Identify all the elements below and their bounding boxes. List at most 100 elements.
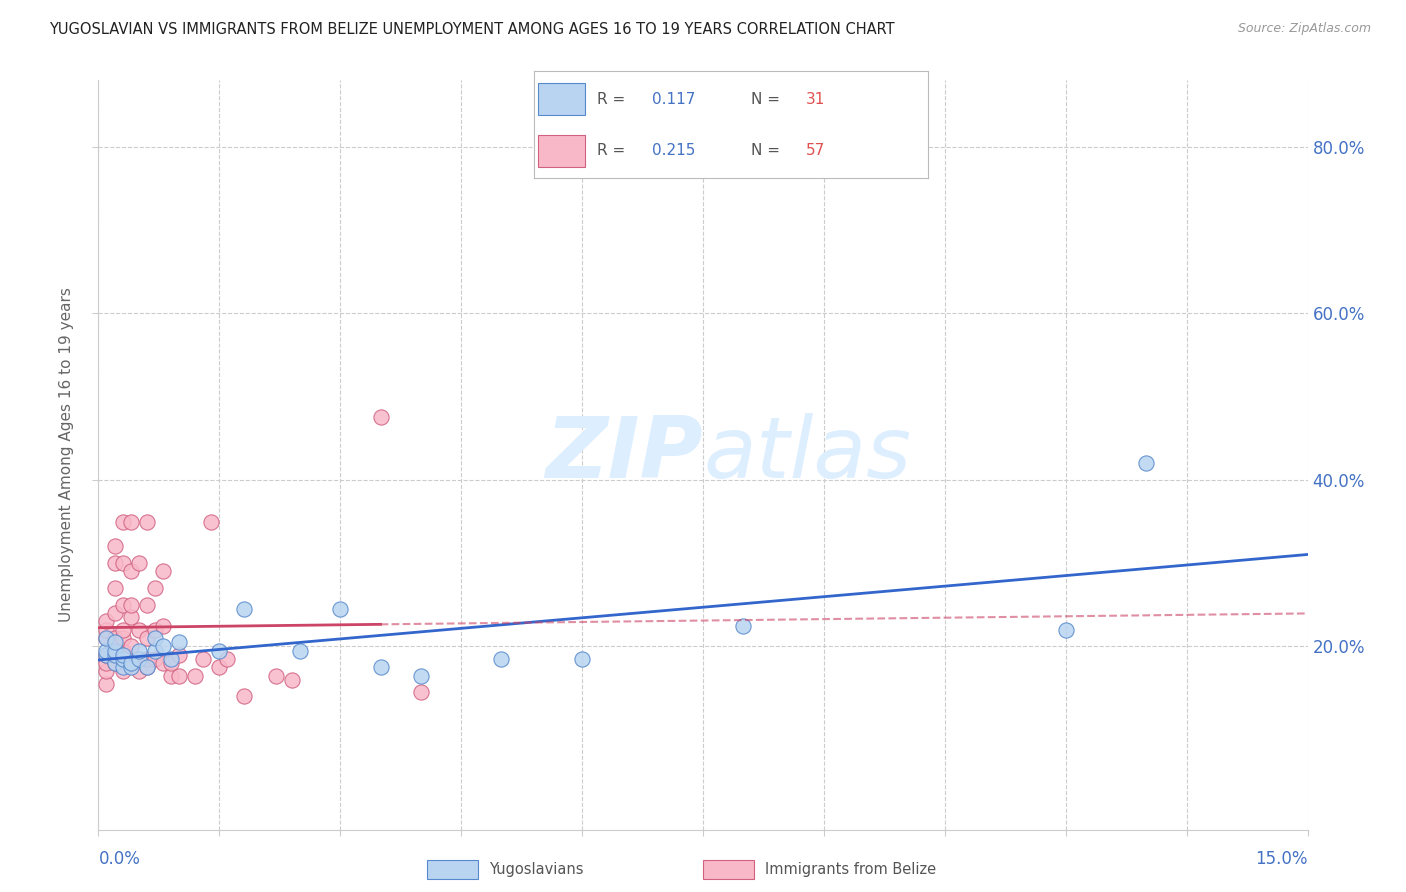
- Point: [128, 652, 150, 666]
- Point: [128, 643, 150, 657]
- Point: [160, 656, 183, 670]
- Point: [167, 668, 190, 682]
- Point: [135, 631, 157, 645]
- Text: 57: 57: [806, 143, 825, 158]
- Point: [167, 635, 190, 649]
- Point: [103, 540, 125, 554]
- Point: [103, 643, 125, 657]
- Text: 15.0%: 15.0%: [1256, 850, 1308, 869]
- Point: [111, 556, 134, 570]
- Point: [111, 652, 134, 666]
- FancyBboxPatch shape: [427, 861, 478, 879]
- Point: [96, 656, 118, 670]
- Text: R =: R =: [598, 143, 630, 158]
- Point: [152, 640, 174, 654]
- Point: [329, 602, 352, 616]
- Point: [111, 652, 134, 666]
- Point: [111, 631, 134, 645]
- Point: [96, 665, 118, 679]
- Point: [103, 640, 125, 654]
- Point: [193, 652, 215, 666]
- Point: [143, 652, 166, 666]
- Point: [128, 556, 150, 570]
- Point: [571, 652, 593, 666]
- Text: Immigrants from Belize: Immigrants from Belize: [765, 863, 936, 877]
- Point: [96, 648, 118, 662]
- Point: [103, 581, 125, 595]
- Text: N =: N =: [751, 92, 785, 107]
- Point: [96, 643, 118, 657]
- Point: [103, 648, 125, 662]
- Point: [111, 598, 134, 612]
- Point: [491, 652, 513, 666]
- Point: [111, 623, 134, 637]
- Point: [103, 556, 125, 570]
- Point: [128, 623, 150, 637]
- Point: [152, 618, 174, 632]
- Point: [111, 665, 134, 679]
- Point: [143, 581, 166, 595]
- Point: [208, 643, 231, 657]
- Point: [135, 598, 157, 612]
- Point: [111, 648, 134, 662]
- Text: 0.117: 0.117: [652, 92, 696, 107]
- Point: [135, 652, 157, 666]
- Text: YUGOSLAVIAN VS IMMIGRANTS FROM BELIZE UNEMPLOYMENT AMONG AGES 16 TO 19 YEARS COR: YUGOSLAVIAN VS IMMIGRANTS FROM BELIZE UN…: [49, 22, 894, 37]
- Y-axis label: Unemployment Among Ages 16 to 19 years: Unemployment Among Ages 16 to 19 years: [59, 287, 75, 623]
- Point: [128, 665, 150, 679]
- Point: [111, 660, 134, 674]
- Point: [120, 610, 142, 624]
- Text: Yugoslavians: Yugoslavians: [489, 863, 583, 877]
- Point: [232, 690, 254, 704]
- Point: [103, 648, 125, 662]
- Point: [103, 656, 125, 670]
- Point: [143, 643, 166, 657]
- Text: atlas: atlas: [703, 413, 911, 497]
- Point: [135, 660, 157, 674]
- Text: R =: R =: [598, 92, 630, 107]
- Point: [733, 618, 755, 632]
- Point: [264, 668, 287, 682]
- Point: [409, 668, 432, 682]
- Point: [96, 677, 118, 691]
- Point: [1054, 623, 1077, 637]
- Point: [120, 640, 142, 654]
- Point: [96, 631, 118, 645]
- Point: [111, 643, 134, 657]
- Point: [200, 515, 222, 529]
- Point: [1135, 456, 1157, 470]
- FancyBboxPatch shape: [538, 135, 585, 167]
- Point: [370, 410, 392, 425]
- Point: [96, 648, 118, 662]
- Text: ZIP: ZIP: [546, 413, 703, 497]
- Point: [152, 656, 174, 670]
- Point: [143, 631, 166, 645]
- Point: [96, 615, 118, 629]
- Point: [152, 565, 174, 579]
- Text: 31: 31: [806, 92, 825, 107]
- Point: [96, 631, 118, 645]
- Point: [120, 565, 142, 579]
- Point: [103, 606, 125, 620]
- Point: [208, 660, 231, 674]
- Point: [167, 648, 190, 662]
- Text: N =: N =: [751, 143, 785, 158]
- Point: [135, 660, 157, 674]
- Point: [103, 631, 125, 645]
- Point: [288, 643, 311, 657]
- Point: [111, 515, 134, 529]
- Point: [184, 668, 207, 682]
- Text: 0.215: 0.215: [652, 143, 696, 158]
- Point: [232, 602, 254, 616]
- Point: [160, 652, 183, 666]
- FancyBboxPatch shape: [703, 861, 754, 879]
- Point: [96, 623, 118, 637]
- Point: [370, 660, 392, 674]
- Point: [160, 668, 183, 682]
- Point: [135, 515, 157, 529]
- Point: [120, 660, 142, 674]
- Point: [120, 598, 142, 612]
- Point: [281, 673, 304, 687]
- Point: [103, 656, 125, 670]
- FancyBboxPatch shape: [538, 83, 585, 115]
